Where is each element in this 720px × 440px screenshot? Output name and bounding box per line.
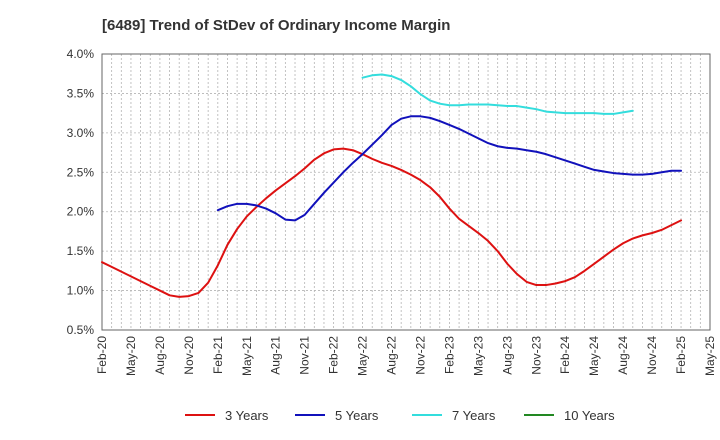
x-tick-label: Nov-23 xyxy=(529,336,543,375)
series-lines xyxy=(101,73,683,298)
x-tick-label: Feb-23 xyxy=(442,336,456,374)
x-tick-label: Aug-21 xyxy=(269,336,283,375)
x-tick-label: May-23 xyxy=(471,336,485,376)
x-tick-label: Feb-25 xyxy=(674,336,688,374)
y-tick-label: 3.5% xyxy=(67,86,95,100)
series-line-3-years xyxy=(101,147,683,298)
legend-label: 10 Years xyxy=(564,408,615,423)
x-tick-label: May-22 xyxy=(356,336,370,376)
x-tick-label: Nov-21 xyxy=(298,336,312,375)
x-tick-label: Aug-23 xyxy=(500,336,514,375)
y-tick-label: 2.5% xyxy=(67,165,95,179)
x-tick-label: Feb-22 xyxy=(327,336,341,374)
x-tick-label: May-21 xyxy=(240,336,254,376)
y-tick-label: 2.0% xyxy=(67,205,95,219)
y-tick-label: 1.5% xyxy=(67,244,95,258)
y-tick-label: 4.0% xyxy=(67,47,95,61)
chart-title: [6489] Trend of StDev of Ordinary Income… xyxy=(102,17,450,34)
x-tick-label: Feb-20 xyxy=(95,336,109,374)
x-tick-label: Aug-22 xyxy=(385,336,399,375)
legend-label: 3 Years xyxy=(225,408,269,423)
x-tick-label: Nov-24 xyxy=(645,336,659,375)
x-tick-label: Nov-22 xyxy=(413,336,427,375)
y-axis: 0.5% 1.0% 1.5% 2.0% 2.5% 3.0% 3.5% 4.0% xyxy=(67,47,95,337)
y-tick-label: 3.0% xyxy=(67,126,95,140)
legend-label: 5 Years xyxy=(335,408,379,423)
y-tick-label: 1.0% xyxy=(67,284,95,298)
legend-label: 7 Years xyxy=(452,408,496,423)
y-tick-label: 0.5% xyxy=(67,323,95,337)
x-tick-label: Aug-24 xyxy=(616,336,630,375)
series-line-7-years xyxy=(361,73,634,115)
x-tick-label: Feb-24 xyxy=(558,336,572,374)
x-tick-label: May-24 xyxy=(587,336,601,376)
series-line-5-years xyxy=(216,115,683,222)
x-tick-label: May-20 xyxy=(124,336,138,376)
x-tick-label: Aug-20 xyxy=(153,336,167,375)
plot-border xyxy=(101,53,711,331)
x-axis: Feb-20 May-20 Aug-20 Nov-20 Feb-21 May-21 Aug-… xyxy=(95,336,717,376)
x-tick-label: Nov-20 xyxy=(182,336,196,375)
x-tick-label: May-25 xyxy=(703,336,717,376)
plot-area xyxy=(102,54,710,330)
x-tick-label: Feb-21 xyxy=(211,336,225,374)
legend: 3 Years 5 Years 7 Years 10 Years xyxy=(185,408,615,423)
